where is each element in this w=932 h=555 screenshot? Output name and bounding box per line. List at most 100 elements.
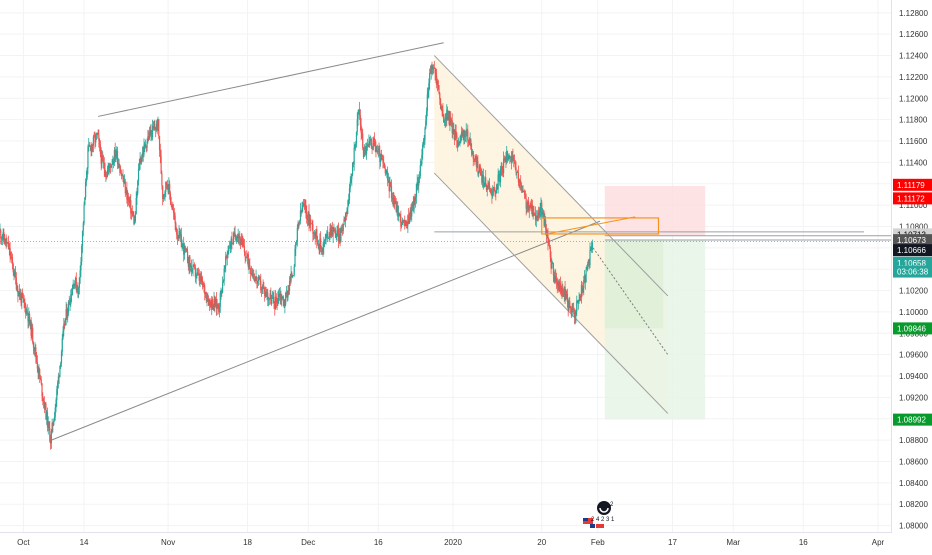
candle-body [171,205,173,210]
candle-body [538,211,540,216]
candle-body [559,282,562,290]
candle-body [510,157,512,163]
candle-body [258,277,260,279]
price-axis[interactable]: 1.12800 1.12600 1.12400 1.12200 1.12000 1.118… [899,9,928,531]
price-label-text: 1.08992 [897,416,926,425]
candle-body [150,130,152,135]
candle-body [165,182,167,192]
candle-body [450,117,452,122]
candle-body [244,252,246,258]
candle-body [108,164,110,169]
candle-body [545,228,548,237]
time-tick-label: Oct [17,538,30,547]
candle-body [529,205,531,207]
price-tick-label: 1.12200 [899,73,928,82]
candle-body [481,174,484,183]
candle-body [256,276,258,284]
candle-body [53,420,55,426]
candle-body [308,211,310,226]
candle-body [32,342,35,348]
price-label-box [893,234,932,247]
candle-body [362,133,364,148]
candle-body [325,234,327,240]
candle-body [192,264,194,270]
candle-body [185,249,187,251]
candle-body [291,273,293,278]
candle-body [333,229,335,231]
candle-body [292,275,295,276]
candle-body [88,144,90,147]
candle-body [543,212,545,226]
candle-body [95,134,97,143]
candle-body [483,184,485,186]
candle-body [56,383,59,390]
candle-body [495,193,497,195]
candle-body [267,292,269,300]
candle-body [29,320,31,324]
candle-body [331,227,333,236]
candle-body [161,173,163,186]
candle-body [446,109,448,120]
candle-body [457,146,459,148]
candle-body [47,421,49,428]
candle-body [83,205,85,224]
candle-body [513,160,516,162]
candle-body [532,212,534,217]
candle-body [13,272,15,277]
candle-body [565,291,567,301]
time-tick-label: Dec [301,538,315,547]
candle-body [253,274,255,279]
candle-body [237,235,239,238]
candle-body [406,221,408,226]
candle-body [520,180,522,186]
candle-body [540,202,542,211]
candle-body [92,136,95,146]
time-axis[interactable]: Oct 14 Nov 18 Dec 16 2020 20 Feb 17 Mar 16 Apr [17,538,884,547]
candle-body [106,170,109,177]
candle-body [558,281,560,292]
candle-body [148,131,151,139]
candle-body [424,128,426,140]
candle-body [183,243,185,255]
candle-body [195,275,197,277]
candle-body [253,278,256,282]
candle-body [84,197,86,206]
candle-body [450,120,453,122]
candle-body [211,299,214,310]
candle-body [59,365,61,377]
candle-body [348,199,350,201]
candle-body [554,275,556,282]
candle-body [398,212,400,215]
candle-body [404,219,406,227]
candle-body [283,301,285,308]
candle-body [364,147,366,149]
time-tick-label: 14 [80,538,89,547]
events-badge[interactable]: 2 2 4 2 3 1 [583,501,615,528]
candle-body [214,298,216,307]
candle-body [213,298,215,307]
candle-body [562,295,565,297]
candle-body [351,174,353,180]
candle-body [590,246,593,251]
candle-body [363,147,365,157]
candle-body [470,139,472,149]
candle-body [137,168,140,181]
candle-body [439,93,441,100]
candle-body [343,218,345,225]
candle-body [497,174,499,190]
candle-body [323,240,326,241]
candle-body [477,161,479,174]
candle-body [341,227,343,231]
candle-body [324,239,326,241]
candles[interactable] [0,61,593,450]
badge-top-count: 2 [610,502,614,508]
candle-body [376,151,379,153]
candle-body [153,127,155,129]
candle-body [449,117,451,125]
candle-body [401,224,403,227]
candle-body [229,247,231,249]
candle-body [479,165,481,173]
candle-body [250,273,253,274]
candle-body [391,197,393,200]
